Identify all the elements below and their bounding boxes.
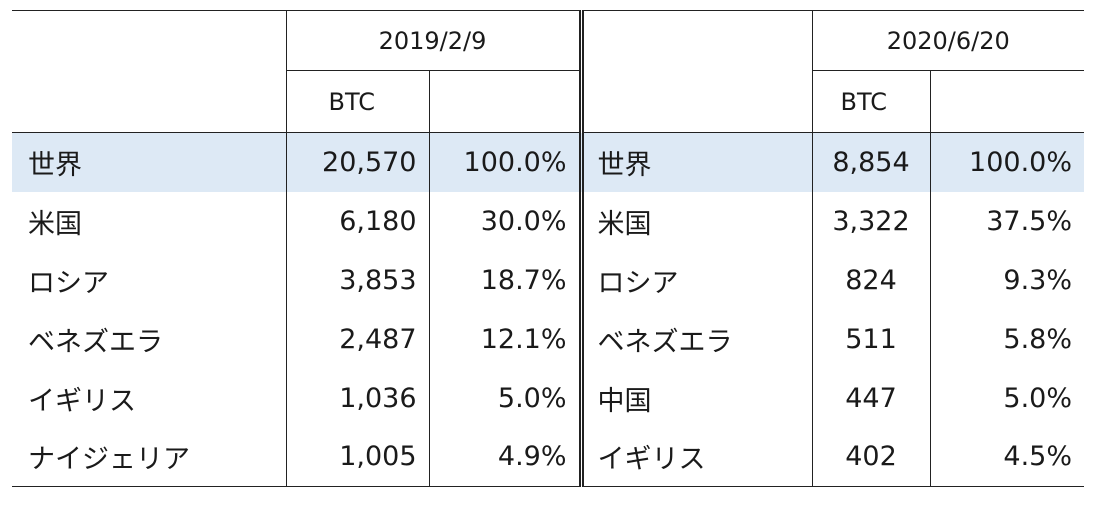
btc-left: 6,180 <box>285 191 429 251</box>
table-row: ベネズエラ 2,487 12.1% ベネズエラ 511 5.8% <box>12 309 1084 369</box>
country-right: 世界 <box>578 132 812 192</box>
country-left: ナイジェリア <box>12 427 286 487</box>
country-left: ロシア <box>28 267 109 299</box>
btc-left: 20,570 <box>285 132 429 192</box>
pct-left: 18.7% <box>428 250 581 310</box>
header-row-dates: 2019/2/9 2020/6/20 <box>12 10 1084 71</box>
pct-left: 30.0% <box>428 191 581 251</box>
unit-blank-right <box>578 70 812 133</box>
country-right: イギリス <box>578 427 812 487</box>
btc-right: 824 <box>811 250 930 310</box>
pct-right: 5.8% <box>929 309 1084 369</box>
btc-right: 8,854 <box>811 132 930 192</box>
pct-left: 12.1% <box>428 309 581 369</box>
header-blank-right <box>578 10 812 71</box>
pct-right: 4.5% <box>929 427 1084 487</box>
pct-header-right <box>929 70 1084 133</box>
btc-left: 2,487 <box>285 309 429 369</box>
country-left: 世界 <box>12 132 286 192</box>
pct-left: 100.0% <box>428 132 581 192</box>
btc-left: 1,036 <box>285 368 429 428</box>
pct-left: 4.9% <box>428 427 581 487</box>
unit-header-left: BTC <box>285 70 429 133</box>
table-row: 世界 20,570 100.0% 世界 8,854 100.0% <box>12 132 1084 192</box>
unit-blank-left <box>12 70 286 133</box>
pct-left: 5.0% <box>428 368 581 428</box>
country-left: ベネズエラ <box>28 326 163 358</box>
table-row: ナイジェリア 1,005 4.9% イギリス 402 4.5% <box>12 427 1084 487</box>
btc-volume-table: 2019/2/9 2020/6/20 BTC BTC 世界 20,570 100… <box>12 10 1084 487</box>
date-header-left: 2019/2/9 <box>285 10 581 71</box>
pct-right: 100.0% <box>929 132 1084 192</box>
unit-header-right: BTC <box>811 70 930 133</box>
pct-header-left <box>428 70 581 133</box>
pct-right: 9.3% <box>929 250 1084 310</box>
date-header-right: 2020/6/20 <box>811 10 1084 71</box>
table-row: ロシア 3,853 18.7% ロシア 824 9.3% <box>12 250 1084 310</box>
btc-right: 447 <box>811 368 930 428</box>
pct-right: 5.0% <box>929 368 1084 428</box>
country-right: ロシア <box>578 250 812 310</box>
header-blank-left <box>12 10 286 71</box>
country-left: 米国 <box>28 208 82 240</box>
table-row: イギリス 1,036 5.0% 中国 447 5.0% <box>12 368 1084 428</box>
table-row: 米国 6,180 30.0% 米国 3,322 37.5% <box>12 191 1084 251</box>
country-right: 米国 <box>578 191 812 251</box>
btc-left: 3,853 <box>285 250 429 310</box>
country-right: ベネズエラ <box>578 309 812 369</box>
btc-right: 3,322 <box>811 191 930 251</box>
btc-right: 402 <box>811 427 930 487</box>
country-right: 中国 <box>578 368 812 428</box>
btc-left: 1,005 <box>285 427 429 487</box>
btc-right: 511 <box>811 309 930 369</box>
header-row-units: BTC BTC <box>12 70 1084 133</box>
pct-right: 37.5% <box>929 191 1084 251</box>
country-left: イギリス <box>28 385 136 417</box>
